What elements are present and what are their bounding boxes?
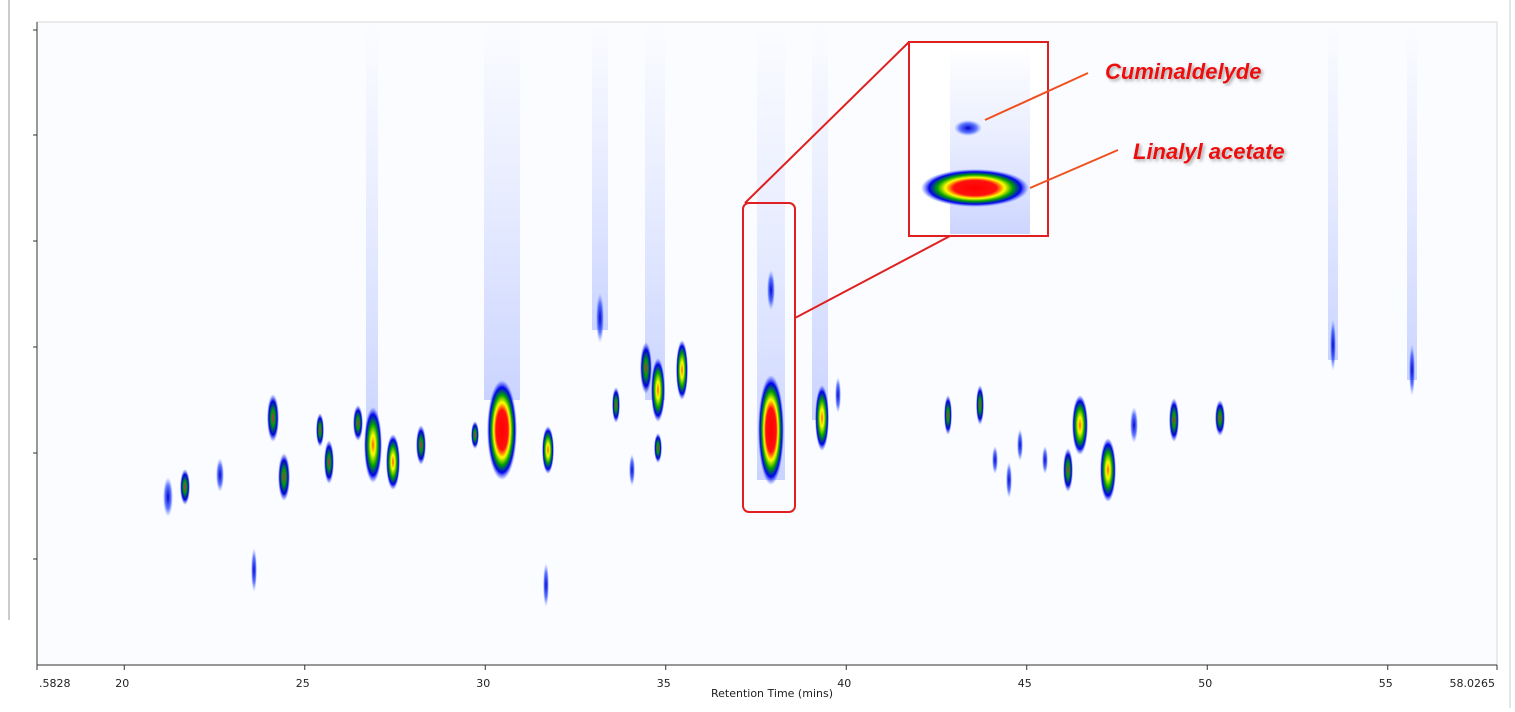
peak: [542, 426, 554, 474]
x-tick-label: 50: [1198, 677, 1212, 690]
peak: [1072, 395, 1088, 455]
peak: [629, 454, 635, 486]
peak: [543, 563, 549, 607]
inset-peak: [954, 120, 982, 136]
peak: [386, 434, 400, 490]
peak: [216, 458, 224, 492]
peak: [1017, 429, 1023, 461]
x-tick-label: 20: [115, 677, 129, 690]
x-tick-label: 40: [837, 677, 851, 690]
peak: [835, 377, 841, 413]
peak: [944, 395, 952, 435]
annotation: Linalyl acetate: [1133, 139, 1285, 164]
peak: [1042, 446, 1048, 474]
x-tick-label: 30: [476, 677, 490, 690]
x-tick-label: 55: [1379, 677, 1393, 690]
streak: [366, 22, 378, 440]
peak: [251, 548, 257, 592]
streak: [592, 22, 608, 330]
peak: [596, 293, 604, 343]
x-tick-label: 58.0265: [1450, 677, 1496, 690]
y-axis-ticks: [33, 30, 37, 559]
peak: [767, 270, 775, 310]
peak: [1130, 407, 1138, 443]
peak: [992, 446, 998, 474]
peak: [1063, 448, 1073, 492]
peak: [654, 433, 662, 463]
peak: [416, 425, 426, 465]
peak: [1169, 398, 1179, 442]
x-tick-label: 45: [1018, 677, 1032, 690]
peak: [651, 358, 665, 422]
annotation: Cuminaldelyde: [1105, 59, 1261, 84]
inset: [909, 42, 1048, 236]
peak: [1100, 438, 1116, 502]
streak: [645, 22, 665, 400]
peak: [316, 413, 324, 447]
streak: [812, 22, 828, 420]
peak: [163, 477, 173, 517]
peak: [640, 342, 652, 394]
peak: [612, 387, 620, 423]
peak: [267, 394, 279, 442]
peak: [180, 469, 190, 505]
peak: [815, 385, 829, 451]
x-axis-label: Retention Time (mins): [711, 687, 833, 700]
streak: [1328, 22, 1338, 360]
peak: [1006, 462, 1012, 498]
streak: [484, 22, 520, 400]
chart: Cuminaldelyde Linalyl acetate Retention …: [0, 0, 1515, 708]
peak: [1215, 400, 1225, 436]
streak: [1407, 22, 1417, 380]
x-tick-label: 25: [296, 677, 310, 690]
peak: [324, 440, 334, 484]
peak: [976, 385, 984, 425]
peak: [676, 340, 688, 400]
peak: [1330, 319, 1336, 371]
peak: [278, 453, 290, 501]
peak: [353, 405, 363, 441]
inset-peak: [921, 169, 1029, 207]
x-tick-label: 35: [657, 677, 671, 690]
peak: [1409, 344, 1415, 396]
peak: [487, 380, 517, 480]
peak: [364, 407, 382, 483]
peak: [758, 375, 784, 485]
peak: [471, 421, 479, 449]
x-tick-label: .5828: [39, 677, 71, 690]
